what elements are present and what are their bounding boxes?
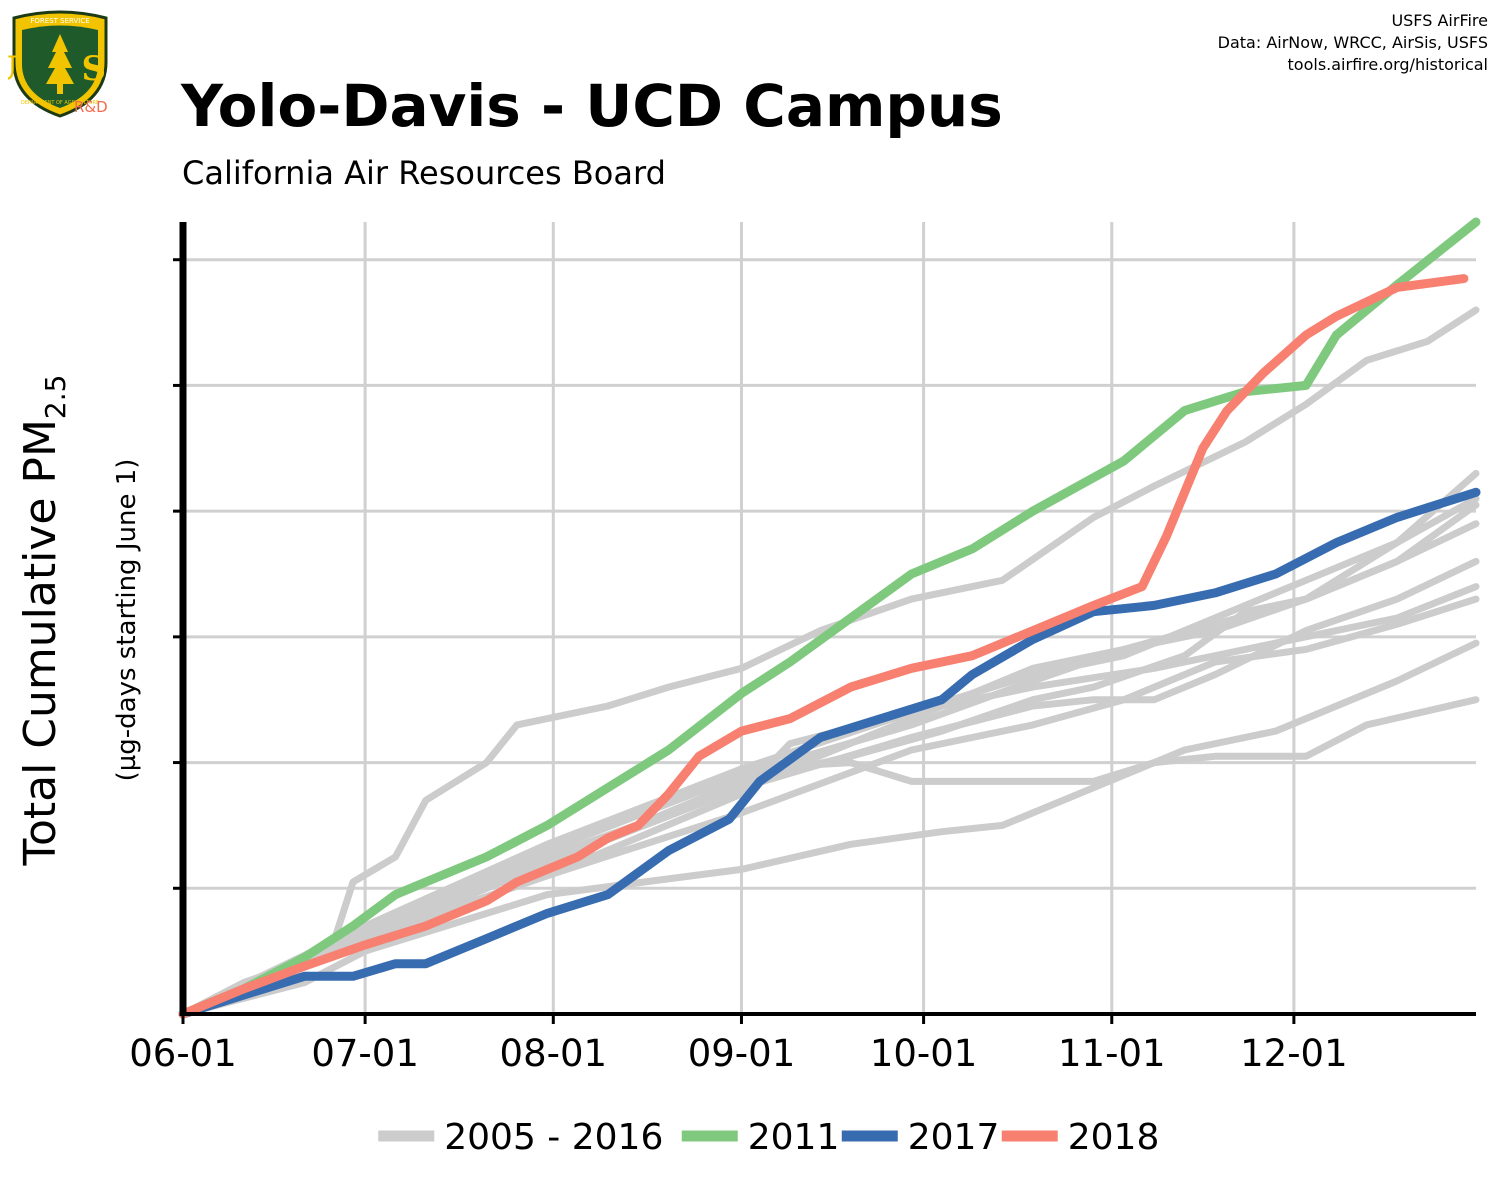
grid [183,222,1476,1014]
x-tick-label: 08-01 [500,1032,608,1075]
credits: USFS AirFire Data: AirNow, WRCC, AirSis,… [1218,10,1488,76]
historical-year-line [179,557,1480,1018]
tree-icon [46,34,74,94]
x-tick-label: 06-01 [129,1032,237,1075]
logo-letter-u: U S [8,49,112,89]
axes: 06-01 07-01 08-01 09-01 10-01 11-01 12-01 [129,222,1476,1075]
y-axis-label: Total Cumulative PM2.5 (µg-days starting… [15,375,142,867]
legend-label-2018: 2018 [1068,1117,1160,1158]
series-layer [178,217,1481,1019]
x-tick-label: 10-01 [870,1032,978,1075]
historical-year-line [179,469,1480,1018]
y-axis-title: Total Cumulative PM2.5 [15,375,72,867]
historical-year-line [179,639,1480,1018]
y-axis-note: (µg-days starting June 1) [112,459,142,782]
x-tick-label: 12-01 [1240,1032,1348,1075]
historical-year-line [179,306,1480,1018]
legend: 2005 - 2016 2011 2017 2018 [378,1117,1160,1158]
x-tick-label: 11-01 [1058,1032,1166,1075]
legend-label-2017: 2017 [908,1117,1000,1158]
x-tick-label: 07-01 [311,1032,419,1075]
historical-year-line [179,495,1480,1018]
year-2018-line [178,274,1469,1019]
year-2017-line [178,487,1481,1019]
credit-line-1: USFS AirFire [1391,11,1488,30]
rd-badge: R&D [74,98,108,116]
chart-title: Yolo-Davis - UCD Campus [181,72,1003,140]
historical-year-line [179,696,1480,1018]
logo-text-top: FOREST SERVICE [30,17,89,25]
legend-label-2005-2016: 2005 - 2016 [444,1117,663,1158]
credit-line-2: Data: AirNow, WRCC, AirSis, USFS [1217,33,1488,52]
y-axis-title-subscript: 2.5 [39,375,72,420]
usfs-shield-logo: U S FOREST SERVICE DEPARTMENT OF AGRICUL… [8,10,112,118]
year-2011-line [178,217,1481,1019]
y-axis-title-main: Total Cumulative PM [15,419,66,866]
logo-text-bottom: DEPARTMENT OF AGRICULTURE [21,100,99,106]
historical-year-line [179,595,1480,1018]
x-tick-label: 09-01 [688,1032,796,1075]
legend-label-2011: 2011 [748,1117,840,1158]
credit-line-3: tools.airfire.org/historical [1287,55,1488,74]
chart-subtitle: California Air Resources Board [182,154,666,192]
